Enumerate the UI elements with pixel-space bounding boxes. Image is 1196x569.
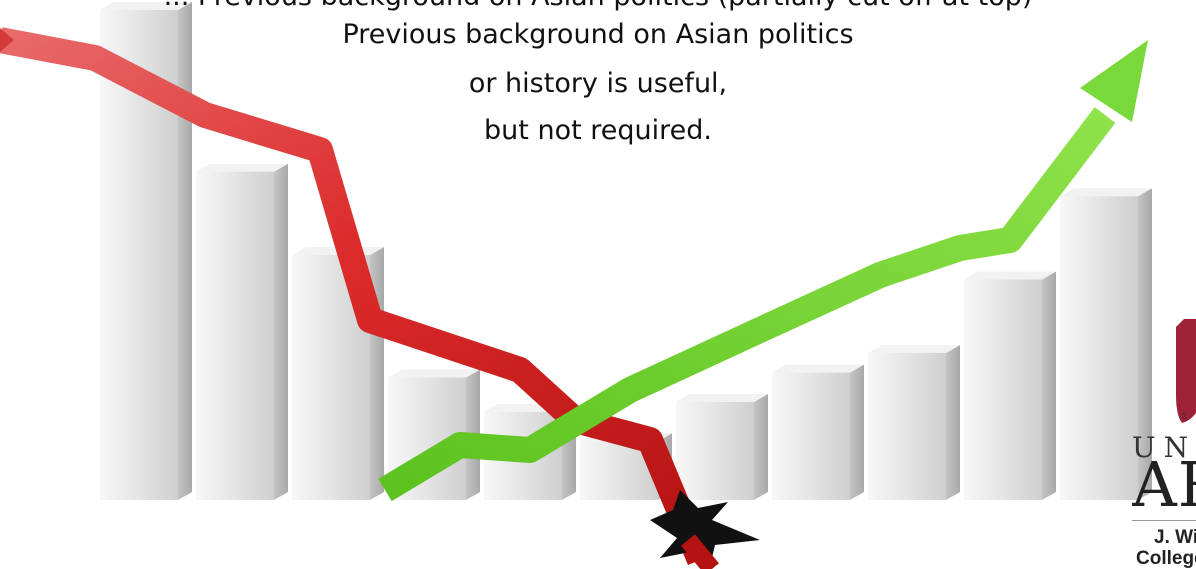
bar: [196, 171, 274, 500]
caption-line-1: Previous background on Asian politics: [342, 19, 854, 50]
bar-top: [676, 394, 768, 402]
logo-university-text: UNIV: [1132, 431, 1196, 464]
bar-top: [1060, 188, 1152, 197]
logo-arkansas-text: ARK: [1132, 448, 1196, 521]
caption-line-3: but not required.: [484, 115, 712, 146]
university-logo: Σ UNIV ARK J. Wil College: [1132, 315, 1196, 569]
bar-top: [100, 2, 192, 10]
bar-side: [274, 163, 288, 500]
shield-icon: Σ: [1176, 319, 1196, 423]
caption-line-2: or history is useful,: [468, 68, 728, 99]
uptrend-arrow: [378, 40, 1148, 502]
bar: [868, 353, 946, 500]
impact-burst-icon: [650, 490, 760, 566]
caption-line-cutoff: ... Previous background on Asian politic…: [0, 0, 1196, 14]
svg-text:Σ: Σ: [1182, 412, 1187, 421]
bar: [676, 402, 754, 500]
logo-college-line-2: College: [1136, 548, 1196, 569]
bar-side: [850, 364, 864, 500]
logo-divider: [1132, 520, 1196, 521]
bar: [772, 372, 850, 500]
logo-college-line-1: J. Wil: [1154, 527, 1196, 548]
bar-side: [1042, 271, 1056, 500]
bar: [1060, 196, 1138, 500]
arrowhead-icon: [1080, 40, 1148, 122]
bar-top: [964, 271, 1056, 280]
bar-top: [196, 163, 288, 172]
bar: [964, 279, 1042, 500]
downtrend-arrow: [0, 27, 712, 565]
bar-side: [178, 2, 192, 500]
bar-top: [772, 364, 864, 373]
bar-top: [868, 345, 960, 353]
bar-top: [388, 369, 480, 378]
bar-side: [1138, 188, 1152, 500]
bar-side: [754, 394, 768, 500]
bar-side: [946, 345, 960, 500]
